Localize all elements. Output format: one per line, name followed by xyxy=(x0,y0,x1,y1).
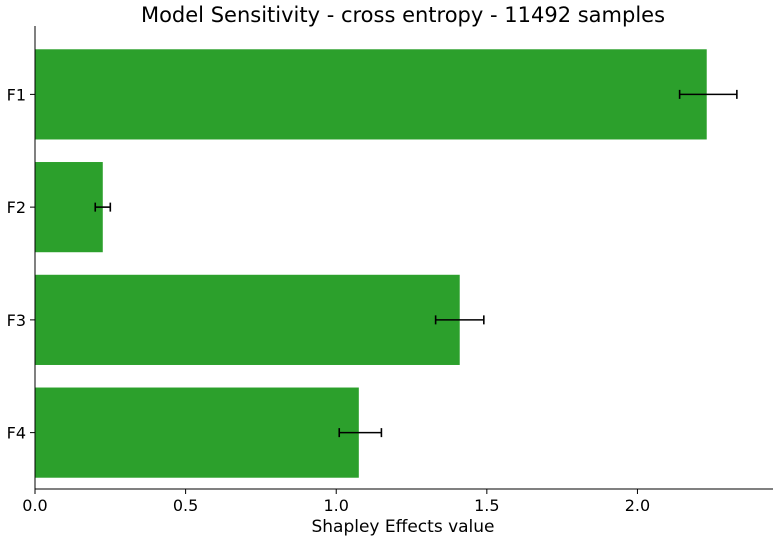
x-tick-label-3: 1.5 xyxy=(474,496,499,515)
chart-title: Model Sensitivity - cross entropy - 1149… xyxy=(141,3,665,27)
x-tick-label-1: 0.5 xyxy=(173,496,198,515)
error-bars-layer xyxy=(94,89,738,438)
x-axis-label: Shapley Effects value xyxy=(311,517,494,537)
x-tick-label-2: 1.0 xyxy=(323,496,348,515)
y-tick-label-f1: F1 xyxy=(7,85,26,104)
axes-layer: F1 F2 F3 F4 0.0 0.5 1.0 1.5 2.0 xyxy=(7,26,773,515)
y-tick-label-f4: F4 xyxy=(7,424,26,443)
bar-f3 xyxy=(35,274,460,365)
bar-f2 xyxy=(35,162,103,253)
bars-layer xyxy=(35,49,707,478)
x-tick-label-4: 2.0 xyxy=(625,496,650,515)
x-tick-label-0: 0.0 xyxy=(22,496,47,515)
y-tick-label-f2: F2 xyxy=(7,198,26,217)
bar-f1 xyxy=(35,49,707,140)
y-tick-label-f3: F3 xyxy=(7,311,26,330)
bar-f4 xyxy=(35,387,359,478)
